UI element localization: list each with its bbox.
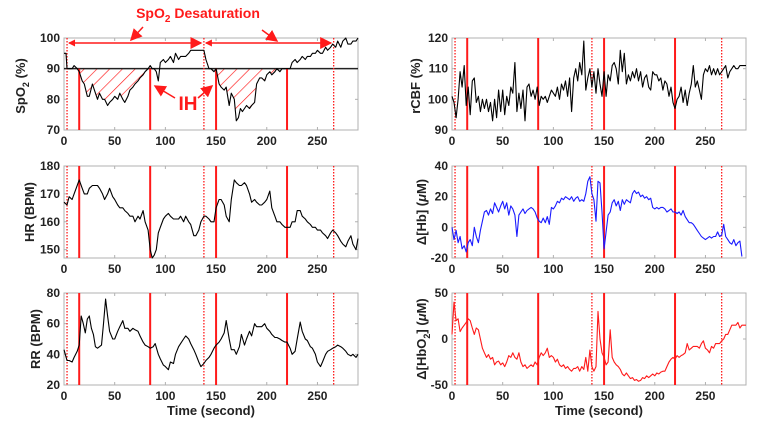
x-tick-label: 200 [257, 134, 277, 148]
x-tick-label: 150 [206, 262, 226, 276]
y-tick-label: 100 [428, 92, 448, 106]
x-tick-label: 50 [496, 134, 510, 148]
rr-axes-frame [63, 292, 359, 386]
y-tick-label: 120 [428, 31, 448, 45]
y-tick-label: -50 [431, 378, 449, 392]
y-tick-label: 0 [441, 220, 448, 234]
y-tick-label: 70 [47, 123, 61, 137]
y-tick-label: 110 [429, 62, 449, 76]
x-tick-label: 100 [543, 389, 563, 403]
x-tick-label: 250 [307, 134, 327, 148]
rr-ylabel: RR (BPM) [28, 309, 43, 369]
y-tick-label: 160 [40, 215, 60, 229]
rr-series-line [63, 298, 359, 371]
x-tick-label: 200 [257, 389, 277, 403]
x-tick-label: 250 [695, 134, 715, 148]
x-tick-label: 100 [155, 134, 175, 148]
hr-ylabel: HR (BPM) [22, 182, 37, 242]
hr-panel: 0 50 100 150 200 250 150 160 170 180 [40, 159, 359, 276]
hbo2-axes-frame [451, 292, 747, 386]
y-tick-label: 90 [435, 123, 449, 137]
spo2-axes-frame [63, 37, 359, 131]
x-tick-label: 200 [645, 389, 665, 403]
hbo2-xlabel: Time (second) [555, 403, 643, 418]
hbo2-series-line [451, 301, 746, 382]
desat-arrowhead-left [204, 39, 212, 47]
y-tick-label: -20 [431, 251, 449, 265]
rcbf-axes-frame [451, 37, 747, 131]
desaturation-title: SpO2 Desaturation [136, 5, 260, 25]
rcbf-series-line [451, 40, 746, 122]
y-tick-label: 180 [40, 159, 60, 173]
x-tick-label: 0 [449, 262, 456, 276]
hr-axes-frame [63, 165, 359, 259]
x-tick-label: 200 [645, 134, 665, 148]
hb-series-line [451, 176, 743, 257]
x-tick-label: 150 [594, 134, 614, 148]
x-tick-label: 150 [594, 389, 614, 403]
y-tick-label: 20 [435, 190, 449, 204]
y-tick-label: 80 [47, 92, 61, 106]
y-tick-label: 20 [47, 378, 61, 392]
y-tick-label: 100 [40, 31, 60, 45]
y-tick-label: 80 [47, 286, 61, 300]
hr-series-line [63, 179, 359, 259]
x-tick-label: 50 [496, 262, 510, 276]
x-tick-label: 150 [206, 389, 226, 403]
x-tick-label: 50 [496, 389, 510, 403]
hbo2-ylabel: Δ[HbO2] (μM) [414, 298, 432, 379]
x-tick-label: 100 [155, 389, 175, 403]
rcbf-ylabel: rCBF (%) [408, 58, 423, 114]
x-tick-label: 250 [695, 389, 715, 403]
ih-hatched-area [79, 68, 151, 106]
x-tick-label: 200 [257, 262, 277, 276]
x-tick-label: 250 [695, 262, 715, 276]
x-tick-label: 250 [307, 262, 327, 276]
y-tick-label: 0 [441, 332, 448, 346]
ih-hatched-area [216, 68, 288, 121]
x-tick-label: 50 [108, 134, 122, 148]
spo2-ylabel: SpO2 (%) [13, 58, 31, 114]
ih-pointer-left [153, 85, 176, 99]
spo2-series-line [64, 37, 359, 122]
x-tick-label: 0 [61, 262, 68, 276]
x-tick-label: 0 [61, 134, 68, 148]
rr-xlabel: Time (second) [167, 403, 255, 418]
desat-pointer-right [261, 29, 279, 42]
x-tick-label: 0 [449, 389, 456, 403]
x-tick-label: 50 [108, 262, 122, 276]
x-tick-label: 0 [61, 389, 68, 403]
spo2-panel: 0 50 100 150 200 250 70 80 90 100 [40, 31, 359, 148]
ih-pointer-right [197, 85, 214, 99]
y-tick-label: 150 [40, 243, 60, 257]
x-tick-label: 100 [155, 262, 175, 276]
x-tick-label: 150 [594, 262, 614, 276]
rr-panel: 0 50 100 150 200 250 20 40 60 80 [47, 286, 359, 403]
ih-label: IH [179, 94, 198, 115]
y-tick-label: 170 [40, 187, 60, 201]
y-tick-label: 60 [47, 317, 61, 331]
x-tick-label: 100 [543, 262, 563, 276]
x-tick-label: 200 [645, 262, 665, 276]
desat-pointer-left [129, 26, 144, 42]
x-tick-label: 250 [307, 389, 327, 403]
y-tick-label: 50 [435, 286, 449, 300]
x-tick-label: 0 [449, 134, 456, 148]
hb-axes-frame [451, 165, 747, 259]
hb-ylabel: Δ[Hb] (μM) [414, 179, 429, 245]
x-tick-label: 100 [543, 134, 563, 148]
x-tick-label: 50 [108, 389, 122, 403]
desat-arrowhead-left [68, 39, 76, 47]
y-tick-label: 40 [435, 159, 449, 173]
y-tick-label: 40 [47, 347, 61, 361]
x-tick-label: 150 [206, 134, 226, 148]
rcbf-panel: 0 50 100 150 200 250 90 100 110 120 [428, 31, 747, 148]
y-tick-label: 90 [47, 62, 61, 76]
